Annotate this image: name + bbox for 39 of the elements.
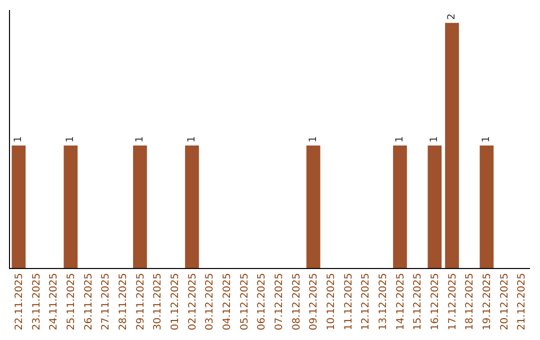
data-label: 1 bbox=[481, 136, 492, 142]
x-tick-label: 05.12.2025 bbox=[239, 273, 250, 330]
x-tick-label: 29.11.2025 bbox=[135, 273, 146, 330]
x-tick-label: 19.12.2025 bbox=[482, 273, 493, 330]
x-tick-label: 21.12.2025 bbox=[516, 273, 528, 330]
x-tick-label: 11.12.2025 bbox=[343, 273, 354, 330]
data-label: 1 bbox=[65, 136, 76, 142]
x-tick-label: 15.12.2025 bbox=[412, 273, 424, 330]
data-label: 1 bbox=[429, 136, 440, 142]
x-tick-label: 18.12.2025 bbox=[464, 273, 476, 330]
data-label: 1 bbox=[308, 136, 319, 142]
x-tick-label: 20.12.2025 bbox=[499, 273, 510, 330]
x-tick-label: 17.12.2025 bbox=[447, 273, 458, 330]
x-tick-label: 14.12.2025 bbox=[395, 273, 406, 330]
x-tick-label: 24.11.2025 bbox=[48, 273, 60, 330]
data-label: 1 bbox=[134, 136, 146, 142]
x-tick-label: 07.12.2025 bbox=[274, 273, 285, 330]
x-tick-label: 06.12.2025 bbox=[256, 273, 268, 330]
x-tick-label: 10.12.2025 bbox=[326, 273, 337, 330]
x-tick-label: 04.12.2025 bbox=[222, 273, 233, 330]
x-tick-label: 12.12.2025 bbox=[360, 273, 372, 330]
x-tick-label: 30.11.2025 bbox=[152, 273, 164, 330]
x-tick-label: 26.11.2025 bbox=[83, 273, 94, 330]
x-tick-label: 09.12.2025 bbox=[308, 273, 320, 330]
x-tick-label: 03.12.2025 bbox=[204, 273, 216, 330]
x-tick-label: 01.12.2025 bbox=[170, 273, 181, 330]
data-label: 1 bbox=[13, 136, 24, 142]
x-tick-label: 28.11.2025 bbox=[118, 273, 129, 330]
data-label: 1 bbox=[394, 136, 406, 142]
data-label: 1 bbox=[186, 136, 198, 142]
x-tick-label: 22.11.2025 bbox=[14, 273, 25, 330]
x-tick-label: 16.12.2025 bbox=[430, 273, 441, 330]
x-tick-label: 23.11.2025 bbox=[31, 273, 42, 330]
x-tick-label: 13.12.2025 bbox=[378, 273, 389, 330]
data-label: 2 bbox=[446, 14, 458, 20]
x-tick-label: 02.12.2025 bbox=[187, 273, 198, 330]
x-tick-label: 08.12.2025 bbox=[291, 273, 302, 330]
x-tick-label: 25.11.2025 bbox=[66, 273, 77, 330]
x-tick-label: 27.11.2025 bbox=[100, 273, 112, 330]
